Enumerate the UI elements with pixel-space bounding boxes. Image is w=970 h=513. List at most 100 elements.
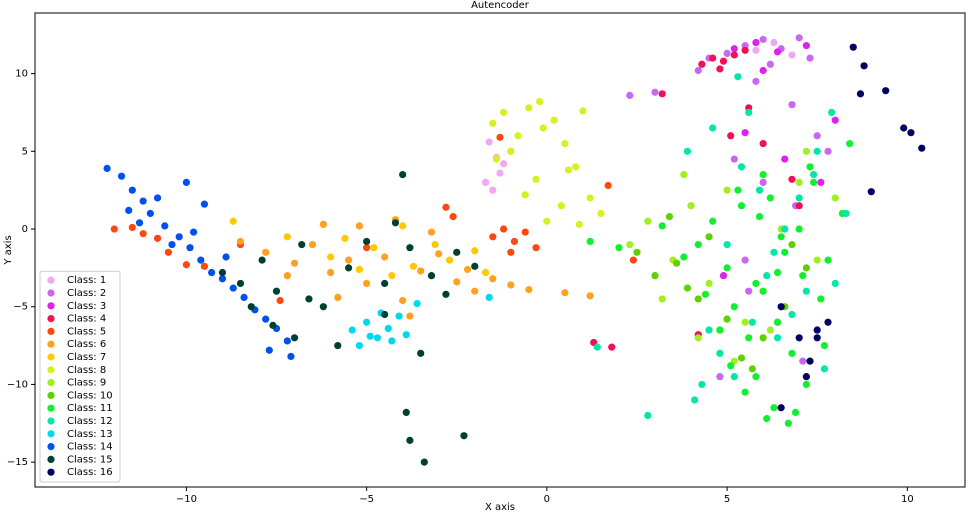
point <box>907 129 915 137</box>
point <box>802 287 810 295</box>
point <box>723 49 731 58</box>
point <box>507 281 515 289</box>
point <box>615 244 623 252</box>
point <box>759 139 767 148</box>
point <box>698 380 706 389</box>
legend-label: Class: 6 <box>67 339 106 350</box>
point <box>128 223 136 232</box>
point <box>745 334 753 342</box>
point <box>734 186 742 194</box>
point <box>784 419 792 427</box>
point <box>564 166 573 174</box>
point <box>247 303 255 311</box>
point <box>532 175 540 183</box>
point <box>276 296 284 305</box>
legend-marker <box>47 353 55 361</box>
point <box>683 147 692 155</box>
point <box>406 244 414 252</box>
point <box>831 279 839 288</box>
point <box>427 272 436 280</box>
point <box>842 209 850 218</box>
point <box>525 104 533 112</box>
point <box>745 287 753 295</box>
legend-label: Class: 14 <box>67 442 113 453</box>
legend-marker <box>47 468 55 476</box>
point <box>795 334 803 342</box>
point <box>745 108 753 117</box>
point <box>453 248 461 256</box>
legend-marker <box>47 366 55 374</box>
point <box>348 326 356 334</box>
legend-marker <box>47 302 55 310</box>
point <box>384 324 392 333</box>
point <box>788 51 796 59</box>
point <box>153 234 162 242</box>
point <box>453 278 461 286</box>
point <box>402 408 410 417</box>
x-axis-label: X axis <box>485 502 515 513</box>
point <box>766 60 774 68</box>
legend-label: Class: 9 <box>67 378 106 389</box>
x-tick-label: 0 <box>544 494 550 505</box>
point <box>752 46 760 54</box>
point <box>431 240 439 249</box>
point <box>128 186 136 194</box>
point <box>658 222 666 230</box>
legend-marker <box>47 404 55 412</box>
legend-marker <box>47 430 55 438</box>
point <box>737 354 746 362</box>
point <box>417 267 425 275</box>
point <box>435 250 443 258</box>
point <box>781 155 789 163</box>
point <box>514 132 522 140</box>
point <box>449 212 457 221</box>
point <box>597 209 605 218</box>
point <box>164 248 172 256</box>
point <box>694 334 702 342</box>
point <box>153 194 162 202</box>
point <box>770 38 778 47</box>
point <box>262 315 270 323</box>
point <box>795 225 803 233</box>
point <box>388 272 396 280</box>
legend-label: Class: 16 <box>67 467 113 478</box>
point <box>849 43 857 51</box>
point <box>381 310 389 319</box>
point <box>182 261 190 269</box>
point <box>510 237 519 246</box>
point <box>561 139 569 148</box>
point <box>485 293 493 301</box>
point <box>200 200 209 208</box>
point <box>521 191 529 199</box>
point <box>730 45 738 53</box>
legend-label: Class: 10 <box>67 390 113 401</box>
point <box>709 217 717 225</box>
y-tick-label: −5 <box>13 302 28 313</box>
point <box>680 171 688 179</box>
x-tick-label: 5 <box>724 494 730 505</box>
point <box>575 220 583 228</box>
point <box>471 262 479 270</box>
y-tick-label: 0 <box>22 224 28 235</box>
point <box>608 343 616 351</box>
point <box>557 202 565 210</box>
point <box>135 219 144 227</box>
point <box>197 256 205 264</box>
point <box>586 194 594 202</box>
point <box>752 38 760 47</box>
point <box>586 237 594 246</box>
point <box>399 296 407 305</box>
point <box>110 225 118 233</box>
legend-label: Class: 3 <box>67 301 106 312</box>
point <box>507 248 515 256</box>
point <box>287 352 295 361</box>
point <box>705 326 713 334</box>
point <box>748 365 756 373</box>
point <box>481 268 490 277</box>
point <box>208 268 216 277</box>
point <box>442 290 450 298</box>
point <box>716 326 724 334</box>
point <box>399 222 407 230</box>
point <box>489 119 497 127</box>
